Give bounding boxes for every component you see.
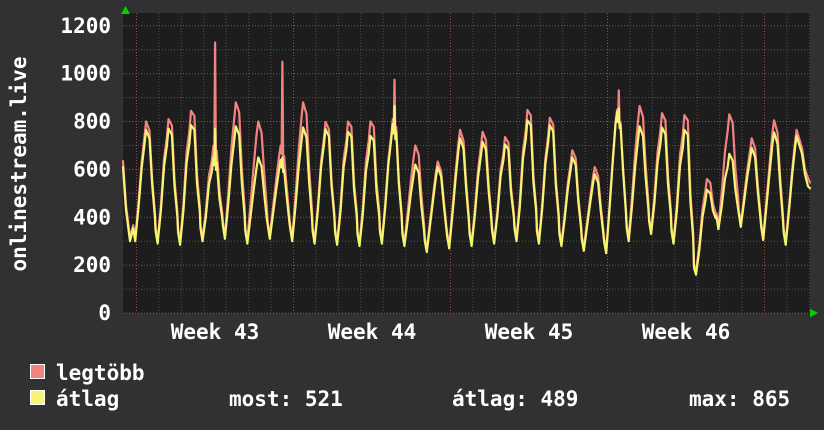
legend-row-atlag: átlag most: 521 átlag: 489 max: 865 bbox=[0, 387, 824, 411]
legend-label-legtobb: legtöbb bbox=[56, 361, 145, 385]
y-tick-label: 800 bbox=[73, 110, 111, 134]
legend-swatch-atlag bbox=[30, 390, 45, 405]
y-axis-arrow-icon bbox=[121, 6, 130, 14]
y-tick-label: 1200 bbox=[60, 14, 111, 38]
x-week-label: Week 44 bbox=[328, 320, 417, 344]
legend-label-atlag: átlag bbox=[56, 387, 120, 411]
stat-max: max: 865 bbox=[689, 387, 791, 411]
y-tick-label: 600 bbox=[73, 157, 111, 181]
y-tick-label: 1000 bbox=[60, 62, 111, 86]
legend-row-legtobb: legtöbb bbox=[0, 361, 824, 385]
y-tick-label: 400 bbox=[73, 205, 111, 229]
y-tick-label: 0 bbox=[98, 301, 111, 325]
x-week-label: Week 45 bbox=[485, 320, 574, 344]
chart-svg: 0 200 400 600 800 1000 1200 Week 43 Week 44 Week … bbox=[60, 6, 818, 344]
stat-most: most: 521 bbox=[229, 387, 343, 411]
x-week-label: Week 43 bbox=[171, 320, 260, 344]
y-tick-label: 200 bbox=[73, 253, 111, 277]
legend-swatch-legtobb bbox=[30, 364, 45, 379]
stat-atlag: átlag: 489 bbox=[452, 387, 579, 411]
plot-area bbox=[123, 13, 810, 313]
x-week-label: Week 46 bbox=[642, 320, 731, 344]
y-axis-title: onlinestream.live bbox=[7, 56, 31, 272]
x-axis-arrow-icon bbox=[810, 308, 818, 318]
series-line-atlag bbox=[121, 104, 812, 276]
